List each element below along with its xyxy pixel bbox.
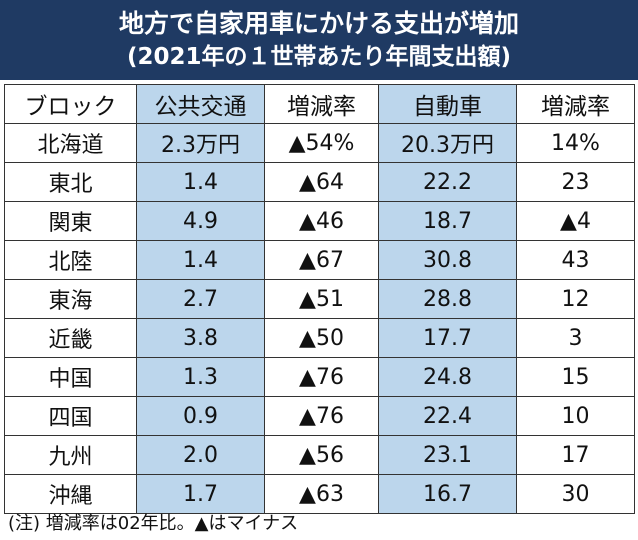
column-header: 増減率	[516, 84, 635, 124]
table-row: 沖縄 1.7 ▲63 16.7 30	[4, 474, 635, 514]
table-cell: 30	[516, 474, 635, 514]
table-cell: 43	[516, 240, 635, 280]
table-body: 北海道 2.3万円 ▲54% 20.3万円 14% 東北 1.4 ▲64 22.2 23 関東 4.9…	[4, 123, 635, 514]
column-header: 公共交通	[136, 84, 265, 124]
table-cell: 23	[516, 162, 635, 202]
table-row: 近畿 3.8 ▲50 17.7 3	[4, 318, 635, 358]
table-cell: ▲46	[264, 201, 379, 241]
row-label: 北陸	[4, 240, 137, 280]
table-cell: 18.7	[378, 201, 517, 241]
table-row: 東海 2.7 ▲51 28.8 12	[4, 279, 635, 319]
row-label: 東海	[4, 279, 137, 319]
table-cell: 0.9	[136, 396, 265, 436]
table-row: 関東 4.9 ▲46 18.7 ▲4	[4, 201, 635, 241]
title-banner: 地方で自家用車にかける支出が増加 (2021年の１世帯あたり年間支出額)	[0, 0, 638, 80]
table-row: 中国 1.3 ▲76 24.8 15	[4, 357, 635, 397]
column-header: 増減率	[264, 84, 379, 124]
table-cell: 30.8	[378, 240, 517, 280]
row-label: 四国	[4, 396, 137, 436]
table-cell: 1.4	[136, 162, 265, 202]
footnote: (注) 増減率は02年比。▲はマイナス	[8, 513, 299, 534]
subtitle: (2021年の１世帯あたり年間支出額)	[126, 44, 512, 70]
table-row: 四国 0.9 ▲76 22.4 10	[4, 396, 635, 436]
table-cell: ▲76	[264, 357, 379, 397]
table-cell: 2.3万円	[136, 123, 265, 163]
table-row: 東北 1.4 ▲64 22.2 23	[4, 162, 635, 202]
expenditure-table: ブロック 公共交通 増減率 自動車 増減率 北海道 2.3万円 ▲54% 20.3万円 14% 東…	[4, 84, 635, 514]
row-label: 九州	[4, 435, 137, 475]
table-cell: 10	[516, 396, 635, 436]
title: 地方で自家用車にかける支出が増加	[118, 9, 519, 38]
table-cell: 2.7	[136, 279, 265, 319]
column-header: ブロック	[4, 84, 137, 124]
table-cell: ▲56	[264, 435, 379, 475]
row-label: 関東	[4, 201, 137, 241]
column-header: 自動車	[378, 84, 517, 124]
table-cell: 20.3万円	[378, 123, 517, 163]
table-cell: ▲67	[264, 240, 379, 280]
row-label: 中国	[4, 357, 137, 397]
table-cell: 23.1	[378, 435, 517, 475]
table-cell: ▲76	[264, 396, 379, 436]
row-label: 北海道	[4, 123, 137, 163]
table-row: 九州 2.0 ▲56 23.1 17	[4, 435, 635, 475]
table-cell: ▲64	[264, 162, 379, 202]
table-cell: ▲63	[264, 474, 379, 514]
table-cell: 16.7	[378, 474, 517, 514]
table-cell: 14%	[516, 123, 635, 163]
table-cell: ▲4	[516, 201, 635, 241]
table-cell: 17	[516, 435, 635, 475]
table-row: 北陸 1.4 ▲67 30.8 43	[4, 240, 635, 280]
table-cell: 24.8	[378, 357, 517, 397]
table-cell: 3	[516, 318, 635, 358]
table-cell: 22.2	[378, 162, 517, 202]
table-header-row: ブロック 公共交通 増減率 自動車 増減率	[4, 84, 635, 124]
table-cell: ▲51	[264, 279, 379, 319]
table-cell: 15	[516, 357, 635, 397]
table-cell: 22.4	[378, 396, 517, 436]
table-cell: ▲50	[264, 318, 379, 358]
row-label: 近畿	[4, 318, 137, 358]
table-cell: 1.4	[136, 240, 265, 280]
table-cell: ▲54%	[264, 123, 379, 163]
table-cell: 1.7	[136, 474, 265, 514]
table-row: 北海道 2.3万円 ▲54% 20.3万円 14%	[4, 123, 635, 163]
table-cell: 28.8	[378, 279, 517, 319]
table-cell: 3.8	[136, 318, 265, 358]
row-label: 東北	[4, 162, 137, 202]
row-label: 沖縄	[4, 474, 137, 514]
table-cell: 2.0	[136, 435, 265, 475]
table-cell: 4.9	[136, 201, 265, 241]
table-cell: 12	[516, 279, 635, 319]
table-cell: 17.7	[378, 318, 517, 358]
table-cell: 1.3	[136, 357, 265, 397]
